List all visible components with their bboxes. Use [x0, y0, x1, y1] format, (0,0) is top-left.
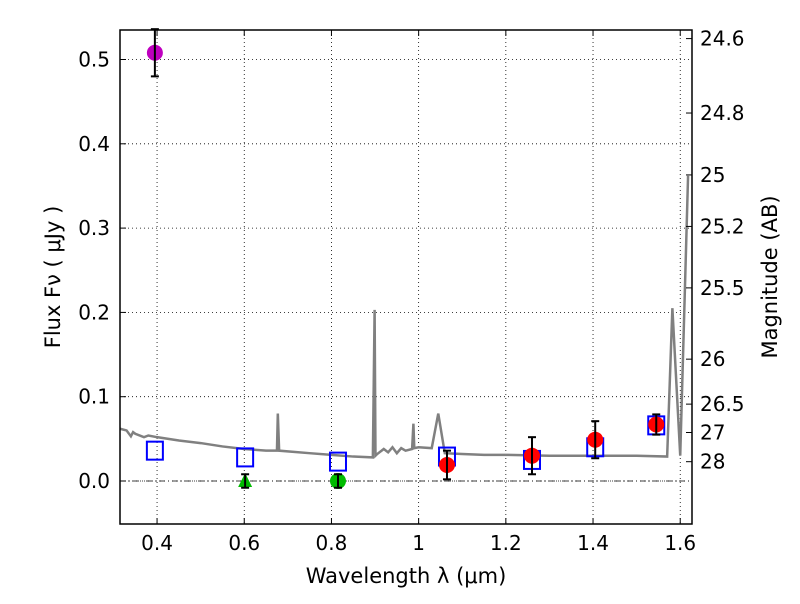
x-tick-label: 1.6: [664, 531, 696, 555]
y-tick-label: 0.5: [78, 48, 110, 72]
model-square-marker: [145, 440, 164, 461]
right-tick-label: 28: [700, 450, 725, 474]
x-tick-label: 0.4: [141, 531, 173, 555]
plot-area: [119, 28, 690, 490]
model-square-marker: [328, 451, 347, 472]
spectrum-line: [119, 175, 690, 459]
y-tick-label: 0.1: [78, 385, 110, 409]
right-tick-label: 27: [700, 420, 725, 444]
ticks: 0.4 0.6 0.8 1 1.2 1.4 1.6 0.0 0.1 0.2 0.3 0.4 0.5 24.…: [78, 27, 744, 555]
right-tick-label: 25.2: [700, 214, 745, 238]
y-tick-label: 0.4: [78, 132, 110, 156]
y-tick-label: 0.3: [78, 216, 110, 240]
y-tick-label: 0.0: [78, 469, 110, 493]
right-tick-label: 26: [700, 347, 725, 371]
x-tick-label: 1.4: [577, 531, 609, 555]
x-axis-label: Wavelength λ (μm): [306, 564, 507, 588]
x-tick-label: 0.6: [228, 531, 260, 555]
right-tick-label: 24.6: [700, 27, 745, 51]
right-tick-label: 26.5: [700, 392, 745, 416]
grid: [120, 30, 692, 524]
right-axis-label: Magnitude (AB): [758, 195, 782, 358]
y-axis-label: Flux Fν ( μJy ): [41, 206, 65, 349]
y-tick-label: 0.2: [78, 300, 110, 324]
right-tick-label: 24.8: [700, 101, 745, 125]
right-tick-label: 25.5: [700, 276, 745, 300]
model-square-marker: [236, 447, 255, 468]
x-tick-label: 1: [412, 531, 425, 555]
x-tick-label: 0.8: [316, 531, 348, 555]
right-tick-label: 25: [700, 163, 725, 187]
axes-frame: [119, 29, 693, 525]
x-tick-label: 1.2: [490, 531, 522, 555]
